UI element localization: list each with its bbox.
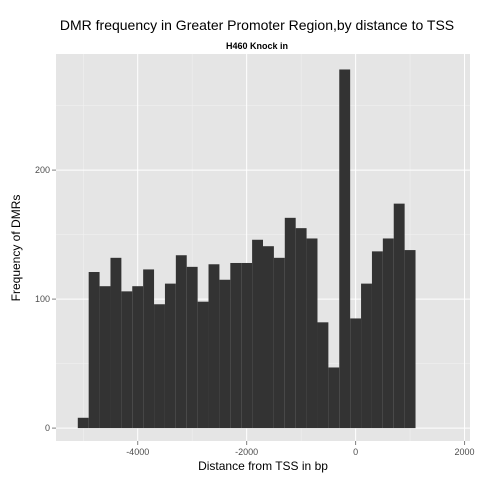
histogram-bar bbox=[77, 417, 89, 429]
histogram-bar bbox=[263, 246, 274, 429]
axis-ticks: -4000 -2000 0 2000 0 100 200 bbox=[35, 165, 475, 457]
histogram-bar bbox=[121, 291, 133, 429]
histogram-bar bbox=[110, 257, 122, 429]
histogram-bar bbox=[284, 217, 296, 429]
histogram-bar bbox=[88, 272, 100, 429]
x-axis-title: Distance from TSS in bp bbox=[198, 459, 328, 473]
histogram-bar bbox=[175, 255, 187, 429]
histogram-bar bbox=[404, 250, 416, 429]
x-tick-label: 0 bbox=[353, 447, 358, 457]
histogram-bar bbox=[132, 286, 144, 429]
y-tick-label: 100 bbox=[35, 294, 50, 304]
histogram-bar bbox=[197, 301, 209, 429]
histogram-bar bbox=[317, 322, 329, 429]
histogram-bar bbox=[339, 69, 351, 429]
histogram-bar bbox=[382, 238, 394, 429]
chart-subtitle: H460 Knock in bbox=[226, 41, 288, 51]
histogram-bar bbox=[306, 238, 318, 429]
y-tick-label: 200 bbox=[35, 165, 50, 175]
histogram-bar bbox=[241, 262, 253, 429]
histogram-bar bbox=[208, 264, 220, 429]
histogram-bar bbox=[295, 228, 307, 429]
bars bbox=[77, 69, 416, 429]
histogram-bar bbox=[230, 262, 242, 429]
chart-title: DMR frequency in Greater Promoter Region… bbox=[60, 17, 454, 33]
histogram-bar bbox=[143, 269, 155, 429]
x-tick-label: 2000 bbox=[455, 447, 475, 457]
histogram-bar bbox=[350, 318, 362, 429]
histogram-bar bbox=[328, 367, 340, 429]
x-tick-label: -4000 bbox=[126, 447, 149, 457]
histogram-bar bbox=[164, 283, 176, 429]
histogram-bar bbox=[273, 257, 285, 429]
y-tick-label: 0 bbox=[45, 423, 50, 433]
histogram-bar bbox=[99, 286, 111, 429]
histogram-bar bbox=[186, 266, 198, 429]
histogram-bar bbox=[252, 239, 263, 429]
histogram-bar bbox=[393, 203, 405, 429]
histogram-bar bbox=[371, 251, 383, 429]
y-axis-title: Frequency of DMRs bbox=[9, 195, 23, 302]
histogram-bar bbox=[154, 304, 165, 429]
histogram-bar bbox=[219, 279, 231, 429]
x-tick-label: -2000 bbox=[235, 447, 258, 457]
histogram-bar bbox=[361, 283, 372, 429]
